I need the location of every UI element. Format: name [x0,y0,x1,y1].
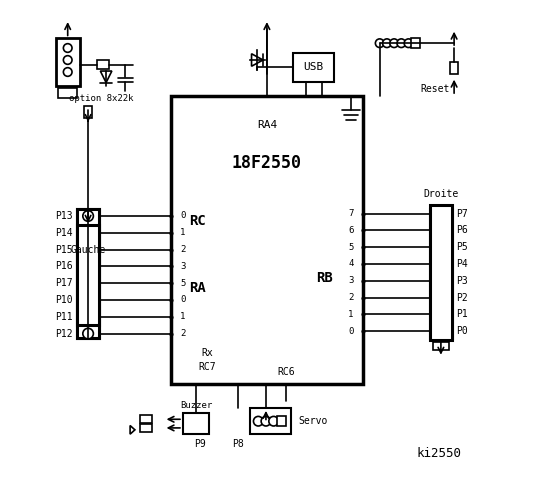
Text: 1: 1 [180,228,186,237]
Bar [140,424,152,432]
Bar [77,209,99,338]
Text: P16: P16 [55,262,72,271]
Text: P6: P6 [456,226,468,235]
Text: P0: P0 [456,326,468,336]
Bar [84,106,92,118]
Text: 0: 0 [180,212,186,220]
Circle shape [64,68,72,76]
Text: 5: 5 [348,243,353,252]
Circle shape [375,39,384,48]
Circle shape [436,326,446,336]
Circle shape [253,417,263,426]
Circle shape [83,295,93,305]
Circle shape [436,276,446,286]
Circle shape [83,211,93,221]
Bar [430,209,452,338]
Bar [140,415,152,423]
Text: Rx: Rx [201,348,213,358]
Circle shape [397,39,405,48]
Bar [278,416,286,426]
Bar [430,205,452,340]
Circle shape [436,225,446,236]
Circle shape [390,39,398,48]
Text: RA4: RA4 [257,120,277,130]
Bar [58,88,77,98]
Text: P1: P1 [456,310,468,319]
Circle shape [436,259,446,269]
Text: 4: 4 [348,260,353,268]
Text: 0: 0 [180,296,186,304]
Text: P4: P4 [456,259,468,269]
Text: 5: 5 [180,279,186,288]
Text: option 8x22k: option 8x22k [69,94,134,103]
Text: 0: 0 [348,327,353,336]
Circle shape [383,39,391,48]
Circle shape [83,261,93,272]
Circle shape [404,39,413,48]
Text: 6: 6 [348,226,353,235]
Circle shape [83,244,93,255]
Circle shape [83,228,93,238]
Text: P12: P12 [55,329,72,338]
Circle shape [269,417,278,426]
Circle shape [64,44,72,52]
Bar [56,38,80,86]
Circle shape [436,208,446,219]
Text: RB: RB [316,271,333,286]
Text: Droite: Droite [423,190,458,199]
Text: P17: P17 [55,278,72,288]
Bar [450,62,458,74]
Text: 2: 2 [180,245,186,254]
Circle shape [83,278,93,288]
Bar [293,53,334,82]
Bar [432,342,449,350]
Circle shape [436,309,446,320]
Text: P3: P3 [456,276,468,286]
Text: 3: 3 [180,262,186,271]
Text: P9: P9 [194,439,206,449]
Text: P2: P2 [456,293,468,302]
Bar [97,60,108,69]
Text: RC7: RC7 [198,362,216,372]
Circle shape [436,242,446,252]
Text: Buzzer: Buzzer [180,401,212,410]
Text: 7: 7 [348,209,353,218]
Text: RA: RA [189,281,206,295]
Bar [80,227,97,235]
Text: 1: 1 [348,310,353,319]
Circle shape [64,56,72,64]
Circle shape [83,328,93,339]
Text: USB: USB [304,62,324,72]
Text: P7: P7 [456,209,468,218]
Text: Reset: Reset [420,84,449,94]
Text: P10: P10 [55,295,72,305]
Text: 1: 1 [180,312,186,321]
Text: P5: P5 [456,242,468,252]
Circle shape [83,312,93,322]
Text: 3: 3 [348,276,353,285]
Text: Servo: Servo [298,416,327,426]
Text: P14: P14 [55,228,72,238]
Text: P11: P11 [55,312,72,322]
Bar [411,38,420,48]
Text: RC6: RC6 [277,367,295,377]
Text: P15: P15 [55,245,72,254]
Text: Gauche: Gauche [70,245,106,254]
Bar [77,209,99,338]
Text: RC: RC [189,214,206,228]
Text: P13: P13 [55,211,72,221]
Text: P8: P8 [232,439,244,449]
Bar [250,408,291,434]
Bar [171,96,363,384]
Circle shape [436,292,446,303]
Text: ki2550: ki2550 [416,447,461,460]
Text: 2: 2 [348,293,353,302]
Text: 2: 2 [180,329,186,338]
Bar [77,225,99,325]
Circle shape [261,417,271,426]
Bar [183,413,209,434]
Text: 18F2550: 18F2550 [232,154,302,172]
